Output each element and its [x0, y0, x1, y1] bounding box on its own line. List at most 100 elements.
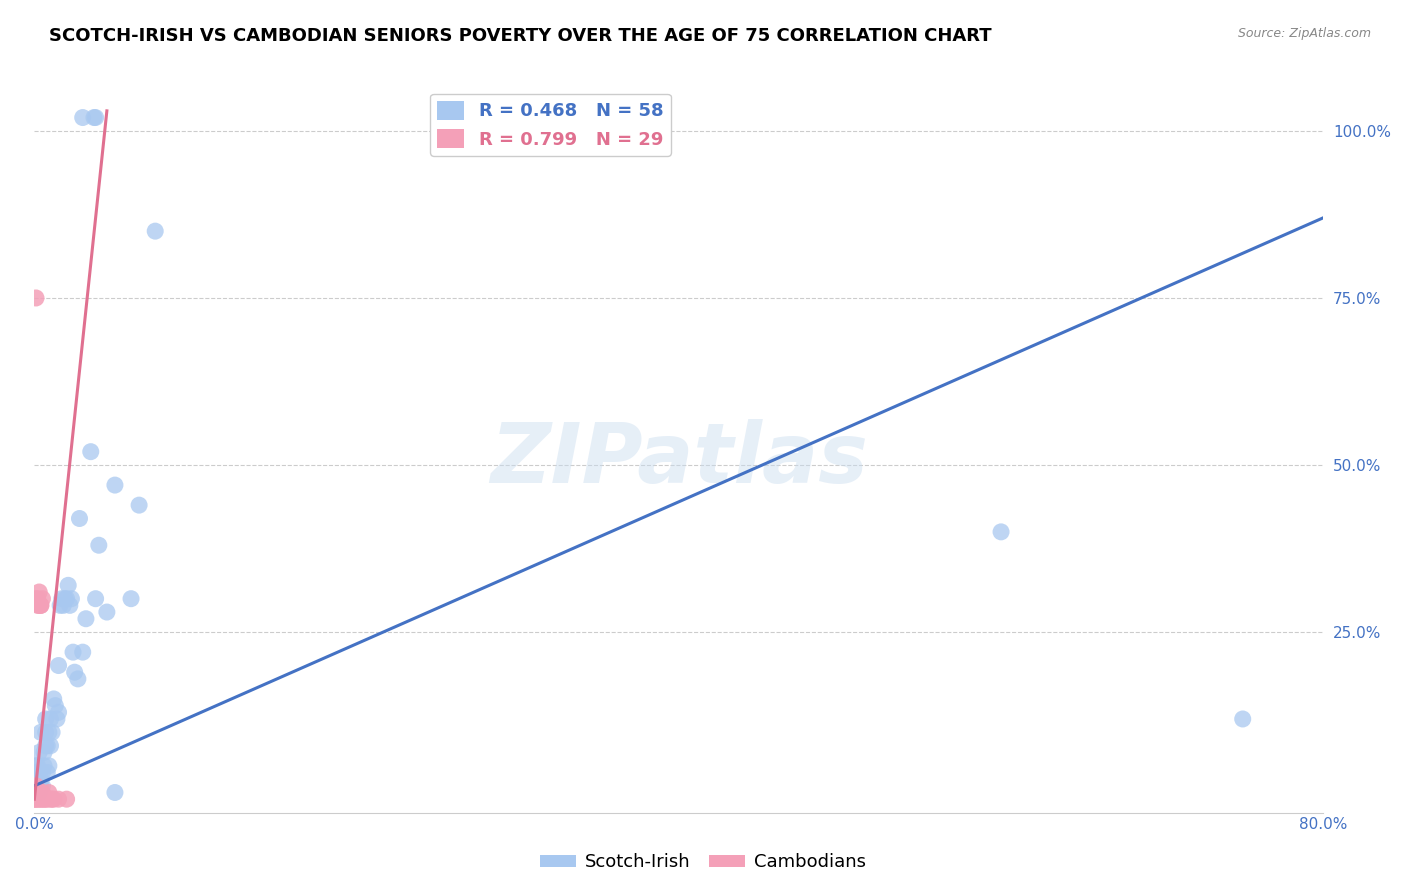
Point: [25, 785, 48, 799]
Point: [96, 605, 118, 619]
Point: [1232, 712, 1254, 726]
Point: [72, 111, 94, 125]
Point: [31, 792, 53, 806]
Point: [34, 725, 56, 739]
Point: [34, 792, 56, 806]
Point: [31, 779, 53, 793]
Point: [72, 645, 94, 659]
Point: [48, 706, 70, 720]
Point: [990, 524, 1012, 539]
Point: [28, 772, 51, 786]
Point: [39, 739, 62, 753]
Point: [84, 111, 107, 125]
Point: [104, 785, 127, 799]
Legend: R = 0.468   N = 58, R = 0.799   N = 29: R = 0.468 N = 58, R = 0.799 N = 29: [430, 94, 671, 156]
Text: SCOTCH-IRISH VS CAMBODIAN SENIORS POVERTY OVER THE AGE OF 75 CORRELATION CHART: SCOTCH-IRISH VS CAMBODIAN SENIORS POVERT…: [49, 27, 991, 45]
Point: [75, 612, 97, 626]
Point: [28, 792, 51, 806]
Point: [41, 792, 63, 806]
Point: [52, 599, 75, 613]
Point: [25, 291, 48, 305]
Point: [58, 578, 80, 592]
Point: [27, 599, 49, 613]
Point: [45, 712, 67, 726]
Point: [28, 785, 51, 799]
Point: [49, 599, 72, 613]
Point: [69, 511, 91, 525]
Point: [120, 591, 142, 606]
Point: [28, 599, 51, 613]
Point: [27, 772, 49, 786]
Point: [28, 745, 51, 759]
Point: [30, 599, 52, 613]
Point: [37, 765, 59, 780]
Point: [30, 779, 52, 793]
Point: [44, 698, 66, 713]
Point: [25, 792, 48, 806]
Point: [41, 725, 63, 739]
Point: [30, 792, 52, 806]
Point: [30, 772, 52, 786]
Point: [63, 665, 86, 680]
Point: [27, 758, 49, 772]
Point: [55, 591, 77, 606]
Point: [53, 591, 76, 606]
Point: [22, 772, 45, 786]
Point: [66, 672, 89, 686]
Point: [28, 785, 51, 799]
Point: [128, 498, 150, 512]
Point: [27, 785, 49, 799]
Point: [31, 765, 53, 780]
Point: [87, 538, 110, 552]
Point: [60, 591, 83, 606]
Point: [25, 779, 48, 793]
Point: [37, 739, 59, 753]
Point: [55, 792, 77, 806]
Point: [30, 725, 52, 739]
Point: [51, 591, 73, 606]
Point: [27, 591, 49, 606]
Point: [34, 739, 56, 753]
Point: [39, 712, 62, 726]
Point: [83, 111, 105, 125]
Point: [48, 792, 70, 806]
Point: [32, 745, 55, 759]
Point: [32, 792, 55, 806]
Point: [48, 658, 70, 673]
Point: [25, 591, 48, 606]
Point: [38, 758, 60, 772]
Point: [37, 792, 59, 806]
Point: [27, 785, 49, 799]
Point: [25, 785, 48, 799]
Legend: Scotch-Irish, Cambodians: Scotch-Irish, Cambodians: [533, 847, 873, 879]
Point: [22, 792, 45, 806]
Point: [30, 785, 52, 799]
Text: ZIPatlas: ZIPatlas: [489, 419, 868, 500]
Text: Source: ZipAtlas.com: Source: ZipAtlas.com: [1237, 27, 1371, 40]
Point: [39, 792, 62, 806]
Point: [80, 444, 103, 458]
Point: [28, 585, 51, 599]
Point: [22, 779, 45, 793]
Point: [32, 758, 55, 772]
Point: [27, 792, 49, 806]
Point: [25, 758, 48, 772]
Point: [38, 725, 60, 739]
Point: [28, 779, 51, 793]
Point: [42, 792, 65, 806]
Point: [143, 224, 166, 238]
Point: [84, 591, 107, 606]
Point: [38, 785, 60, 799]
Point: [62, 645, 84, 659]
Point: [31, 591, 53, 606]
Point: [30, 599, 52, 613]
Point: [25, 765, 48, 780]
Point: [22, 792, 45, 806]
Point: [22, 785, 45, 799]
Point: [27, 779, 49, 793]
Point: [59, 599, 82, 613]
Point: [104, 478, 127, 492]
Point: [34, 712, 56, 726]
Point: [42, 692, 65, 706]
Point: [25, 779, 48, 793]
